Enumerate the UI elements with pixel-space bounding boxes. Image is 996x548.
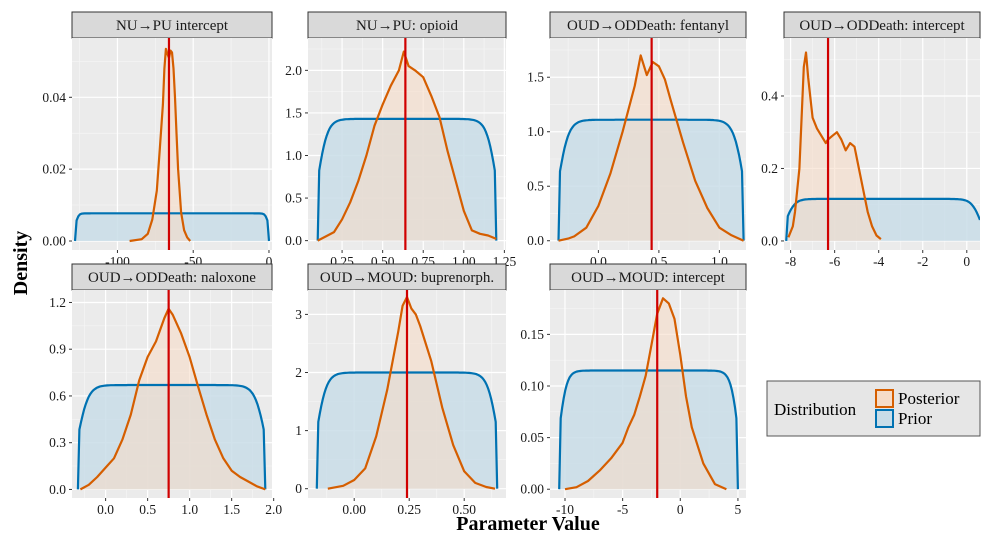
y-tick-label: 0.05 <box>520 430 544 445</box>
panel-title: OUD→MOUD: intercept <box>571 270 726 286</box>
posterior-fill <box>317 51 497 241</box>
x-tick-label: 0.5 <box>139 502 156 517</box>
y-tick-label: 2.0 <box>285 63 302 78</box>
posterior-density-line <box>79 307 266 491</box>
y-tick-label: 0.00 <box>42 234 66 249</box>
x-tick-label: 1.5 <box>223 502 240 517</box>
panel-title: OUD→ODDeath: intercept <box>799 18 965 34</box>
panel-4: OUD→ODDeath: intercept -8 -6 -4 -2 0 0.0 0.2 0.4 <box>761 11 981 269</box>
x-tick-label: -4 <box>873 254 884 269</box>
plot-area <box>73 38 271 250</box>
y-tick-label: 0.04 <box>42 90 66 105</box>
legend: Distribution Posterior Prior <box>766 380 981 437</box>
x-tick-label: -2 <box>917 254 928 269</box>
y-tick-label: 0.6 <box>49 388 66 403</box>
y-tick-label: 2 <box>295 365 302 380</box>
prior-density-line <box>785 197 980 241</box>
x-tick-label: 1.0 <box>181 502 198 517</box>
panel-6: OUD→MOUD: buprenorph. 0.00 0.25 0.50 0 1 2 3 <box>295 263 507 517</box>
plot-area <box>76 290 267 498</box>
y-axis-title: Density <box>10 231 32 295</box>
prior-density-line <box>76 383 267 490</box>
prior-density-line <box>558 369 739 490</box>
panel-7: OUD→MOUD: intercept -10 -5 0 5 0.00 0.05 0.10 0.… <box>520 263 747 517</box>
plot-area <box>315 290 499 498</box>
panel-strip <box>71 11 273 39</box>
y-tick-label: 1 <box>295 423 302 438</box>
x-tick-label: 2.0 <box>265 502 282 517</box>
panel-title: OUD→ODDeath: fentanyl <box>567 18 729 34</box>
y-tick-label: 1.5 <box>285 105 302 120</box>
panel-strip <box>549 263 747 291</box>
posterior-density-line <box>558 54 745 242</box>
posterior-fill <box>788 52 881 241</box>
panel-strip <box>307 263 507 291</box>
panel-title: NU→PU: opioid <box>356 18 459 34</box>
y-tick-label: 1.5 <box>527 70 544 85</box>
panel-strip <box>549 11 747 39</box>
prior-density-line <box>73 212 271 242</box>
x-tick-label: -6 <box>829 254 840 269</box>
legend-title: Distribution <box>774 400 857 419</box>
legend-key-posterior <box>875 389 894 408</box>
posterior-density-line <box>564 297 727 491</box>
plot-area <box>785 38 980 250</box>
posterior-density-line <box>327 295 496 490</box>
x-tick-label: 0.25 <box>397 502 421 517</box>
y-tick-label: 0.00 <box>520 482 544 497</box>
legend-label-prior: Prior <box>898 409 932 428</box>
y-tick-label: 0.0 <box>49 482 66 497</box>
posterior-fill <box>129 48 191 241</box>
x-tick-label: 0.50 <box>452 502 476 517</box>
y-tick-label: 0.9 <box>49 342 66 357</box>
legend-key-prior <box>875 409 894 428</box>
y-tick-label: 0.10 <box>520 379 544 394</box>
panel-title: OUD→MOUD: buprenorph. <box>320 270 494 286</box>
prior-density-line <box>316 117 498 241</box>
y-tick-label: 0.02 <box>42 162 66 177</box>
x-tick-label: -5 <box>617 502 628 517</box>
y-tick-label: 0.0 <box>527 233 544 248</box>
panel-strip <box>307 11 507 39</box>
y-tick-label: 0.0 <box>285 233 302 248</box>
x-tick-label: -8 <box>785 254 796 269</box>
posterior-fill <box>80 308 266 490</box>
x-axis-title: Parameter Value <box>456 513 600 535</box>
y-tick-label: 0 <box>295 481 302 496</box>
legend-box <box>766 380 981 437</box>
posterior-fill <box>327 297 495 489</box>
y-tick-label: 0.5 <box>285 191 302 206</box>
plot-area <box>316 38 498 250</box>
x-tick-label: 0.00 <box>342 502 366 517</box>
panel-title: NU→PU intercept <box>116 18 229 34</box>
panel-5: OUD→ODDeath: naloxone 0.0 0.5 1.0 1.5 2.0 0.0 0… <box>49 263 282 517</box>
plot-area <box>557 38 745 250</box>
plot-area <box>558 290 739 498</box>
posterior-fill <box>565 298 727 490</box>
panels-layer: NU→PU intercept-100 -50 00.000.020.04NU→PU… <box>42 11 981 517</box>
x-tick-label: 0 <box>266 254 273 269</box>
y-tick-label: 3 <box>295 307 302 322</box>
x-tick-label: 0.0 <box>97 502 114 517</box>
panel-title: OUD→ODDeath: naloxone <box>88 270 256 286</box>
y-tick-label: 0.0 <box>761 233 778 248</box>
y-tick-label: 0.3 <box>49 435 66 450</box>
panel-1: NU→PU intercept-100 -50 00.000.020.04 <box>42 11 273 269</box>
y-tick-label: 0.4 <box>761 88 778 103</box>
x-tick-label: 5 <box>735 502 742 517</box>
legend-label-posterior: Posterior <box>898 389 960 408</box>
x-tick-label: -10 <box>556 502 574 517</box>
y-tick-label: 1.2 <box>49 295 66 310</box>
y-tick-label: 1.0 <box>527 124 544 139</box>
y-tick-label: 0.2 <box>761 161 778 176</box>
y-tick-label: 0.5 <box>527 179 544 194</box>
panel-strip <box>783 11 981 39</box>
x-tick-label: 0 <box>677 502 684 517</box>
y-tick-label: 0.15 <box>520 327 544 342</box>
y-tick-label: 1.0 <box>285 148 302 163</box>
x-tick-label: 0 <box>963 254 970 269</box>
